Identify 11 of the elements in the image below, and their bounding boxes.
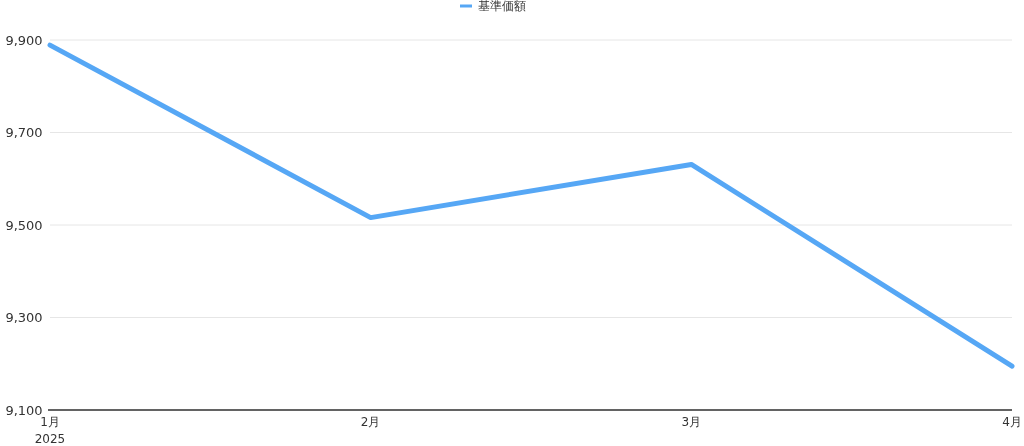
y-tick-label: 9,500 <box>5 217 43 233</box>
x-tick-label: 2月 <box>360 415 381 429</box>
y-tick-label: 9,900 <box>5 32 43 48</box>
y-tick-label: 9,100 <box>5 402 43 418</box>
x-tick-label: 4月 <box>1002 415 1022 429</box>
x-tick-label: 1月 <box>40 415 60 429</box>
y-tick-label: 9,700 <box>5 125 43 141</box>
y-tick-label: 9,300 <box>5 310 43 326</box>
text: 2025 <box>34 432 66 446</box>
legend-label: 基準価額 <box>478 0 526 13</box>
x-tick-label: 3月 <box>681 415 702 429</box>
